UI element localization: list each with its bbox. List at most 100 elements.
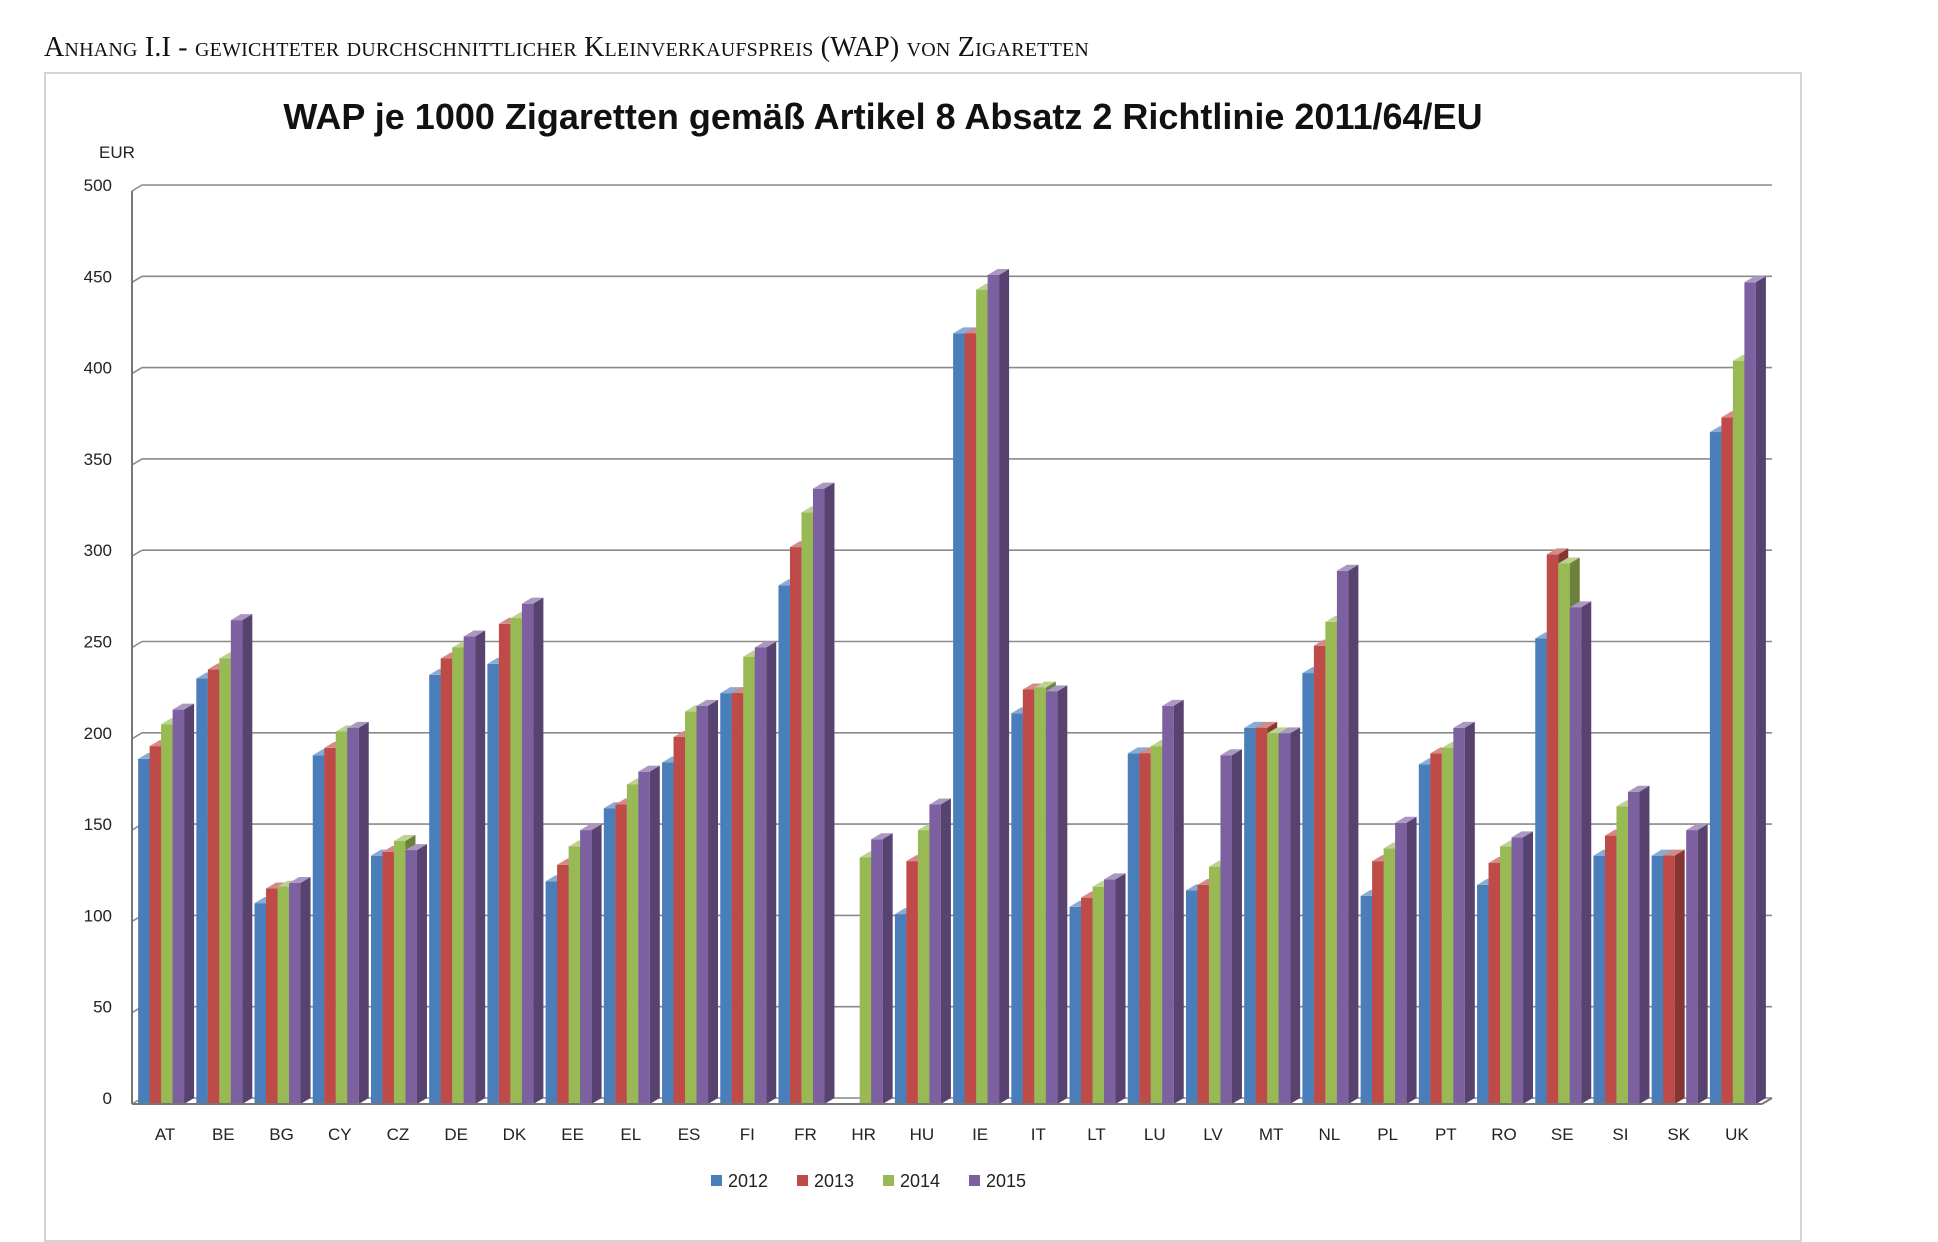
y-tick-label: 50 — [93, 998, 112, 1017]
x-category-label: IT — [1031, 1125, 1046, 1144]
bar-front — [929, 804, 941, 1104]
legend-swatch — [797, 1175, 808, 1186]
bar-front — [172, 709, 185, 1104]
bar-front — [1372, 861, 1384, 1104]
bar-front — [1709, 432, 1722, 1105]
bar-front — [812, 488, 825, 1104]
bar-front — [1477, 884, 1489, 1104]
bar-front — [1011, 713, 1023, 1104]
bar-FI-2015 — [754, 641, 777, 1104]
bar-DK-2015 — [521, 597, 544, 1104]
bar-side — [766, 641, 777, 1104]
bar-front — [987, 274, 1000, 1105]
x-category-label: LU — [1144, 1125, 1166, 1144]
bar-front — [347, 727, 359, 1104]
bar-side — [1115, 873, 1126, 1104]
bar-UK-2015 — [1744, 276, 1766, 1104]
bar-top — [1511, 831, 1534, 838]
bar-front — [1162, 705, 1174, 1104]
bar-IT-2015 — [1045, 685, 1068, 1104]
chart-title: WAP je 1000 Zigaretten gemäß Artikel 8 A… — [283, 96, 1482, 137]
gridline-diagonal — [131, 549, 143, 557]
bar-front — [149, 746, 162, 1104]
bar-ES-2015 — [696, 699, 719, 1104]
y-tick-label: 500 — [84, 176, 112, 195]
bar-front — [1453, 727, 1465, 1104]
legend-label: 2014 — [900, 1171, 940, 1191]
bar-top — [1255, 721, 1278, 728]
bar-top — [754, 641, 777, 648]
bars — [138, 268, 1766, 1105]
bar-front — [370, 855, 383, 1104]
bar-top — [405, 844, 427, 851]
bar-front — [1255, 727, 1268, 1104]
x-category-label: FI — [740, 1125, 755, 1144]
bar-side — [1639, 785, 1650, 1104]
bar-CY-2015 — [347, 721, 369, 1104]
bar-front — [393, 841, 406, 1104]
bar-front — [230, 620, 243, 1104]
bar-top — [463, 630, 486, 637]
bar-front — [219, 658, 231, 1104]
bar-SK-2015 — [1686, 824, 1708, 1104]
bar-SE-2015 — [1569, 601, 1592, 1104]
bar-front — [545, 881, 558, 1104]
y-tick-label: 300 — [84, 541, 112, 560]
legend-item-2014: 2014 — [883, 1171, 940, 1191]
bar-front — [1092, 886, 1105, 1104]
bar-front — [696, 705, 709, 1104]
bar-front — [138, 758, 150, 1104]
bar-top — [289, 877, 311, 884]
bar-LV-2015 — [1220, 749, 1242, 1104]
bar-front — [196, 678, 208, 1104]
bar-top — [1278, 727, 1301, 734]
x-category-label: BG — [269, 1125, 294, 1144]
x-category-label: NL — [1319, 1125, 1341, 1144]
bar-front — [754, 647, 767, 1104]
bar-front — [557, 864, 569, 1104]
x-category-label: HU — [910, 1125, 935, 1144]
bar-front — [615, 804, 627, 1104]
axes: 0 50 100 150 200 250 300 350 400 450 500 AT BE BG CY CZ… — [84, 176, 1773, 1144]
bar-front — [789, 547, 802, 1104]
bar-front — [1441, 747, 1454, 1104]
bar-front — [429, 674, 441, 1104]
bar-side — [1581, 601, 1592, 1104]
bar-front — [1418, 764, 1431, 1104]
bar-top — [720, 687, 742, 694]
bar-front — [335, 731, 348, 1104]
bar-front — [1185, 890, 1198, 1104]
bar-front — [778, 585, 790, 1104]
gridline-diagonal — [131, 184, 143, 192]
bar-front — [801, 512, 813, 1104]
bar-top — [987, 268, 1010, 275]
bar-top — [1336, 564, 1359, 571]
bar-front — [906, 861, 918, 1104]
bar-FR-2015 — [812, 482, 835, 1104]
bar-front — [859, 857, 872, 1104]
bar-side — [475, 630, 486, 1104]
bar-side — [1406, 816, 1417, 1104]
bar-AT-2015 — [172, 703, 195, 1104]
x-category-label: PT — [1435, 1125, 1457, 1144]
bar-front — [1604, 835, 1617, 1104]
bar-side — [300, 877, 311, 1104]
bar-top — [1162, 699, 1184, 706]
x-category-label: SI — [1612, 1125, 1628, 1144]
legend: 2012 2013 2014 2015 — [711, 1171, 1026, 1191]
bar-side — [184, 703, 195, 1104]
x-category-label: PL — [1377, 1125, 1398, 1144]
bar-front — [440, 658, 453, 1104]
bar-front — [568, 846, 581, 1104]
x-category-label: LT — [1087, 1125, 1106, 1144]
chart-frame: WAP je 1000 Zigaretten gemäß Artikel 8 A… — [44, 72, 1802, 1242]
bar-side — [416, 844, 427, 1104]
bar-front — [521, 603, 534, 1104]
bar-front — [743, 656, 755, 1104]
bar-side — [1173, 699, 1184, 1104]
y-tick-label: 0 — [103, 1089, 112, 1108]
bar-front — [1569, 607, 1582, 1104]
bar-front — [1302, 673, 1314, 1104]
bar-front — [1360, 895, 1373, 1104]
bar-front — [1034, 687, 1046, 1104]
